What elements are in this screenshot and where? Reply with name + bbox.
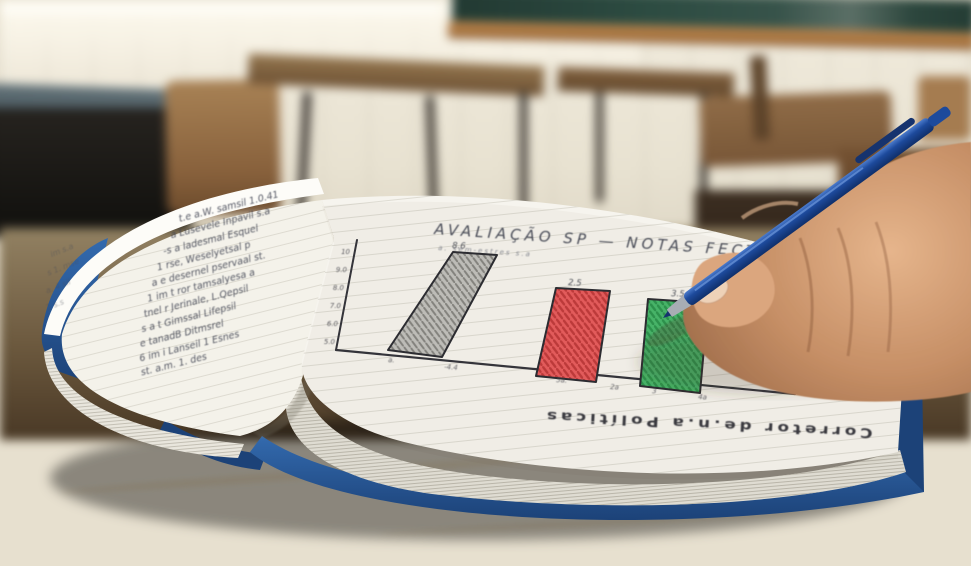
chart-x-tick-scribbles: a. -4.4 5a. 2a 3 4a <box>388 356 707 402</box>
x-tick-scribble: -4.4 <box>444 363 458 372</box>
y-tick-label: 7.0 <box>330 302 342 310</box>
desk-leg <box>520 92 527 212</box>
hand-fist <box>683 142 971 402</box>
x-tick-scribble: 4a <box>698 393 707 402</box>
left-page-stack-lines <box>44 348 244 458</box>
bar-value-label: 3.5 <box>671 289 685 300</box>
page-stack <box>44 348 906 506</box>
y-tick-label: 6.0 <box>327 320 339 328</box>
y-tick-label: 9.0 <box>336 266 348 274</box>
pen-highlight <box>694 167 864 292</box>
left-page-ruling <box>61 200 334 436</box>
bar-red-hatch <box>536 288 610 382</box>
x-tick-scribble: a. <box>388 356 395 364</box>
y-tick-label: 10 <box>341 248 350 256</box>
handwriting-line: im s.a <box>49 242 75 259</box>
bar-gray-hatch <box>388 252 497 357</box>
desk-leg <box>596 92 603 202</box>
x-tick-scribble: 3 <box>652 387 657 395</box>
x-tick-scribble: 5a. <box>556 376 568 385</box>
pen-metal-cone <box>666 295 692 317</box>
thumb <box>691 252 775 328</box>
bar-red-outline <box>535 287 611 383</box>
window-slat <box>0 2 440 15</box>
x-tick-scribble: 2a <box>610 383 619 392</box>
chart-y-tick-labels: 10 9.0 8.0 7.0 6.0 5.0 <box>324 248 351 346</box>
finger-crease <box>836 227 854 357</box>
finger-crease <box>798 237 814 353</box>
pen <box>663 106 951 318</box>
pen-clip <box>855 117 915 164</box>
knuckle-highlight <box>740 200 799 220</box>
left-page-curl <box>44 178 324 336</box>
pen-button <box>927 106 951 127</box>
chart-y-axis <box>335 239 358 351</box>
y-tick-label: 8.0 <box>333 284 345 292</box>
finger-crease <box>874 221 893 353</box>
bar-value-label: 8.6 <box>452 241 467 252</box>
bar-gray-outline <box>387 251 498 358</box>
pen-body <box>683 118 934 305</box>
bar-value-label: 2.5 <box>568 278 582 289</box>
bar-value-labels: 8.6 2.5 3.5 <box>452 241 685 300</box>
window-slat <box>36 24 406 34</box>
left-page: t.e a.W. samsil 1.0.41 a Lusevele Inpavi… <box>44 178 342 438</box>
right-page-stack-lines <box>285 370 906 506</box>
y-tick-label: 5.0 <box>324 338 336 346</box>
